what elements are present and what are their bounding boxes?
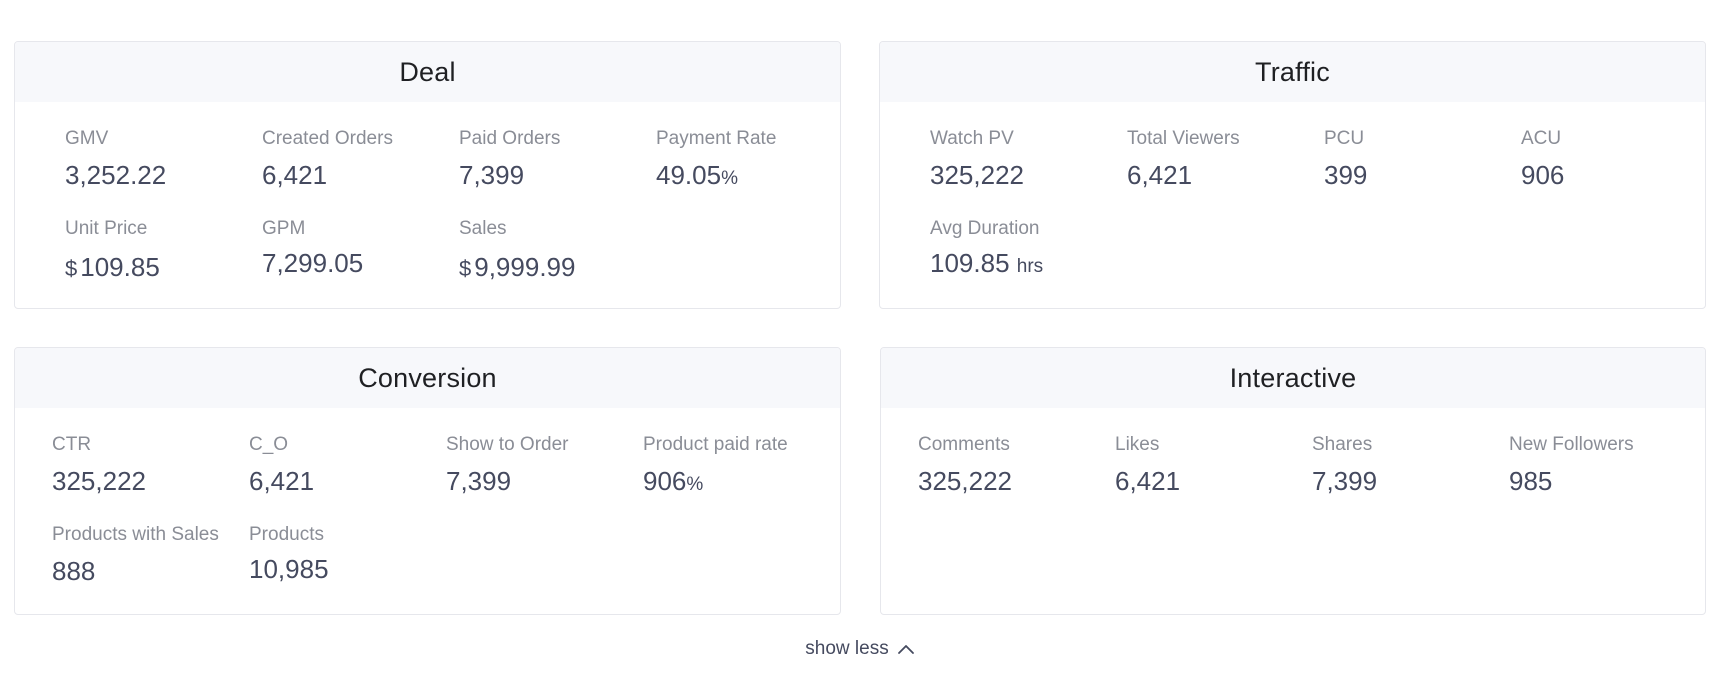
traffic-card-header: Traffic: [880, 42, 1705, 102]
metric-ctr: CTR 325,222: [52, 433, 146, 496]
metric-value: $9,999.99: [459, 252, 576, 282]
metric-value: $109.85: [65, 252, 160, 282]
metric-value: 985: [1509, 466, 1553, 496]
metric-value: 325,222: [52, 466, 146, 496]
metric-acu: ACU 906: [1521, 127, 1564, 190]
conversion-card-header: Conversion: [15, 348, 840, 408]
metric-new-followers: New Followers 985: [1509, 433, 1634, 496]
currency-symbol: $: [65, 256, 78, 281]
metric-unit-price: Unit Price $109.85: [65, 217, 160, 284]
metric-label: Unit Price: [65, 218, 148, 239]
metric-products: Products 10,985: [249, 523, 329, 584]
metric-avg-duration: Avg Duration 109.85 hrs: [930, 217, 1043, 282]
metric-label: Sales: [459, 218, 507, 239]
metric-value: 888: [52, 556, 96, 586]
deal-card-title: Deal: [399, 56, 456, 87]
metric-gmv: GMV 3,252.22: [65, 127, 166, 190]
metric-value: 399: [1324, 160, 1368, 190]
metric-payment-rate: Payment Rate 49.05%: [656, 127, 776, 194]
metric-c-o: C_O 6,421: [249, 433, 314, 496]
metric-label: Products: [249, 524, 324, 545]
show-less-button[interactable]: show less: [805, 638, 914, 660]
metric-label: C_O: [249, 434, 289, 455]
metric-pcu: PCU 399: [1324, 127, 1367, 190]
metric-label: Likes: [1115, 434, 1160, 455]
metric-label: ACU: [1521, 128, 1562, 149]
show-less-label: show less: [805, 638, 889, 659]
metric-value: 7,299.05: [262, 248, 364, 278]
metric-label: New Followers: [1509, 434, 1634, 455]
metric-label: GPM: [262, 218, 306, 239]
metric-value: 7,399: [446, 466, 512, 496]
traffic-card-title: Traffic: [1255, 56, 1330, 87]
metric-value: 906: [1521, 160, 1565, 190]
traffic-card: Traffic Watch PV 325,222 Total Viewers 6…: [879, 41, 1706, 309]
metric-label: PCU: [1324, 128, 1365, 149]
metric-gpm: GPM 7,299.05: [262, 217, 363, 278]
metric-sales: Sales $9,999.99: [459, 217, 575, 284]
percent-unit: %: [686, 474, 704, 495]
interactive-card-title: Interactive: [1229, 362, 1357, 393]
metric-label: Products with Sales: [52, 524, 219, 545]
metric-label: Watch PV: [930, 128, 1014, 149]
metric-value: 6,421: [1127, 160, 1193, 190]
percent-unit: %: [721, 168, 738, 189]
metric-label: Payment Rate: [656, 128, 777, 149]
metric-value: 6,421: [249, 466, 315, 496]
metric-value: 3,252.22: [65, 160, 167, 190]
metric-paid-orders: Paid Orders 7,399: [459, 127, 560, 190]
metric-label: Avg Duration: [930, 218, 1040, 239]
metric-comments: Comments 325,222: [918, 433, 1012, 496]
metric-label: Shares: [1312, 434, 1373, 455]
metric-value: 906%: [643, 466, 704, 496]
metric-label: Product paid rate: [643, 434, 788, 455]
metric-products-with-sales: Products with Sales 888: [52, 523, 219, 586]
metric-product-paid-rate: Product paid rate 906%: [643, 433, 788, 500]
conversion-card-title: Conversion: [358, 362, 497, 393]
metric-value: 7,399: [459, 160, 525, 190]
hours-unit: hrs: [1016, 256, 1044, 277]
metric-value: 7,399: [1312, 466, 1378, 496]
metric-label: Comments: [918, 434, 1010, 455]
metric-value: 6,421: [1115, 466, 1181, 496]
metric-value: 10,985: [249, 554, 329, 584]
deal-card-header: Deal: [15, 42, 840, 102]
metric-label: CTR: [52, 434, 92, 455]
metric-label: Paid Orders: [459, 128, 561, 149]
show-less-container: show less: [0, 638, 1720, 660]
metric-value: 6,421: [262, 160, 328, 190]
metric-shares: Shares 7,399: [1312, 433, 1377, 496]
interactive-card-header: Interactive: [881, 348, 1705, 408]
deal-card: Deal GMV 3,252.22 Created Orders 6,421 P…: [14, 41, 841, 309]
chevron-up-icon: [897, 645, 914, 654]
metric-total-viewers: Total Viewers 6,421: [1127, 127, 1240, 190]
metric-label: GMV: [65, 128, 109, 149]
currency-symbol: $: [459, 256, 472, 281]
conversion-card: Conversion CTR 325,222 C_O 6,421 Show to…: [14, 347, 841, 615]
metric-created-orders: Created Orders 6,421: [262, 127, 393, 190]
metric-value: 49.05%: [656, 160, 738, 190]
metric-value: 325,222: [930, 160, 1024, 190]
metric-watch-pv: Watch PV 325,222: [930, 127, 1024, 190]
metric-label: Total Viewers: [1127, 128, 1240, 149]
metric-likes: Likes 6,421: [1115, 433, 1180, 496]
metric-label: Created Orders: [262, 128, 393, 149]
metric-label: Show to Order: [446, 434, 569, 455]
metric-value: 109.85 hrs: [930, 248, 1044, 278]
interactive-card: Interactive Comments 325,222 Likes 6,421…: [880, 347, 1706, 615]
metric-value: 325,222: [918, 466, 1012, 496]
metric-show-to-order: Show to Order 7,399: [446, 433, 569, 496]
